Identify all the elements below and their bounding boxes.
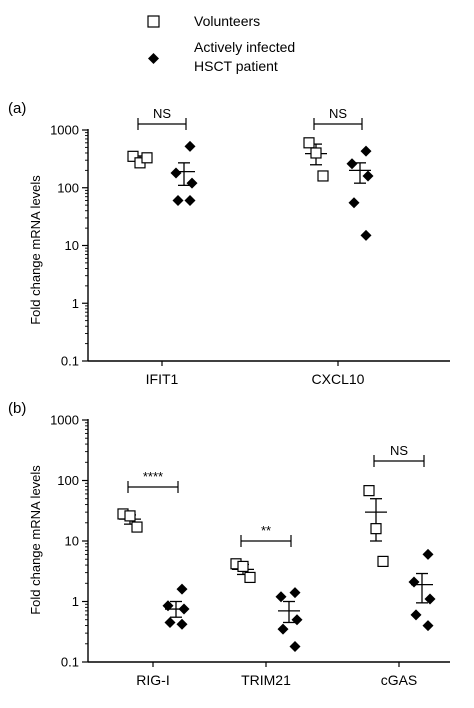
panel-a: (a) Fold change mRNA levels 0.1 1 10 100…	[8, 100, 450, 387]
panel-b-sig-cgas: NS	[390, 443, 408, 458]
panel-b-patient-point	[176, 618, 188, 630]
panel-b-patient-point	[275, 591, 287, 603]
panel-b-patient-point	[410, 609, 422, 621]
panel-b-ytick-0.1: 0.1	[61, 655, 79, 670]
panel-a-volunteer-point	[141, 152, 153, 164]
panel-a-patient-point	[360, 229, 372, 241]
panel-b-patient-point	[422, 620, 434, 632]
panel-a-ytick-10: 10	[65, 238, 79, 253]
panel-a-volunteer-point	[317, 170, 329, 182]
panel-b-volunteer-point	[131, 521, 143, 533]
panel-a-y-ticks: 0.1 1 10 100 1000	[50, 123, 79, 369]
panel-a-patient-point	[186, 177, 198, 189]
panel-a-volunteer-point	[310, 147, 322, 159]
panel-b-patient-point	[277, 623, 289, 635]
panel-a-significance: NS NS	[153, 106, 347, 121]
panel-a-patient-point	[346, 158, 358, 170]
panel-b-ytick-10: 10	[65, 534, 79, 549]
panel-a-volunteer-point	[127, 150, 139, 162]
panel-a-label: (a)	[8, 100, 26, 117]
legend-patient-label-line1: Actively infected	[194, 39, 295, 55]
legend-patient-label-line2: HSCT patient	[194, 58, 278, 74]
panel-a-sig-ifit1: NS	[153, 106, 171, 121]
legend: Volunteers Actively infected HSCT patien…	[147, 13, 295, 74]
panel-a-patient-point	[360, 145, 372, 157]
panel-a-x-categories: IFIT1 CXCL10	[146, 371, 365, 387]
panel-b: (b) Fold change mRNA levels 0.1 1 10 100…	[8, 400, 450, 688]
panel-b-patient-point	[289, 587, 301, 599]
legend-volunteers-label: Volunteers	[194, 13, 260, 29]
panel-b-ytick-100: 100	[57, 473, 79, 488]
panel-b-volunteer-point	[370, 523, 382, 535]
panel-b-patient-point	[424, 593, 436, 605]
panel-a-ytick-1: 1	[72, 296, 79, 311]
panel-a-axes	[82, 129, 450, 366]
panel-b-ytick-1000: 1000	[50, 413, 79, 428]
panel-b-sig-rig-i: ****	[143, 469, 163, 484]
panel-b-patient-point	[408, 576, 420, 588]
panel-b-y-ticks: 0.1 1 10 100 1000	[50, 413, 79, 670]
panel-b-volunteer-point	[237, 560, 249, 573]
panel-b-patient-point	[289, 641, 301, 653]
panel-b-category-trim21: TRIM21	[241, 672, 291, 688]
panel-b-category-cgas: cGAS	[381, 672, 418, 688]
panel-b-sig-trim21: **	[261, 523, 271, 538]
panel-b-volunteer-point	[363, 485, 375, 497]
panel-a-patient-point	[348, 197, 360, 209]
panel-b-patient-point	[178, 603, 190, 615]
panel-b-patient-point	[422, 548, 434, 560]
panel-a-volunteer-point	[303, 137, 315, 149]
panel-b-y-axis-title: Fold change mRNA levels	[28, 465, 43, 615]
panel-b-volunteer-point	[124, 510, 136, 522]
panel-b-axes	[82, 419, 450, 667]
panel-b-patient-point	[164, 616, 176, 628]
panel-b-ytick-1: 1	[72, 594, 79, 609]
panel-a-ytick-0.1: 0.1	[61, 354, 79, 369]
panel-a-patient-point	[172, 195, 184, 207]
panel-b-volunteer-point	[244, 571, 256, 584]
panel-a-y-axis-title: Fold change mRNA levels	[28, 175, 43, 325]
panel-b-marks	[117, 455, 436, 653]
panel-a-category-ifit1: IFIT1	[146, 371, 179, 387]
panel-a-patient-point	[170, 167, 182, 179]
panel-a-patient-point	[362, 170, 374, 182]
panel-b-patient-point	[176, 583, 188, 595]
panel-a-sig-cxcl10: NS	[329, 106, 347, 121]
legend-patient-marker	[148, 53, 159, 64]
panel-a-marks	[127, 118, 374, 241]
panel-a-ytick-1000: 1000	[50, 123, 79, 138]
panel-b-significance: **** ** NS	[143, 443, 408, 538]
panel-a-patient-point	[184, 140, 196, 152]
panel-a-ytick-100: 100	[57, 180, 79, 195]
legend-volunteers-marker	[147, 15, 160, 28]
panel-b-patient-point	[291, 614, 303, 626]
panel-b-category-rig-i: RIG-I	[136, 672, 169, 688]
panel-a-patient-point	[184, 195, 196, 207]
panel-b-x-categories: RIG-I TRIM21 cGAS	[136, 672, 417, 688]
panel-b-patient-point	[162, 600, 174, 612]
panel-a-category-cxcl10: CXCL10	[312, 371, 365, 387]
panel-b-label: (b)	[8, 400, 26, 417]
panel-b-volunteer-point	[377, 555, 389, 568]
